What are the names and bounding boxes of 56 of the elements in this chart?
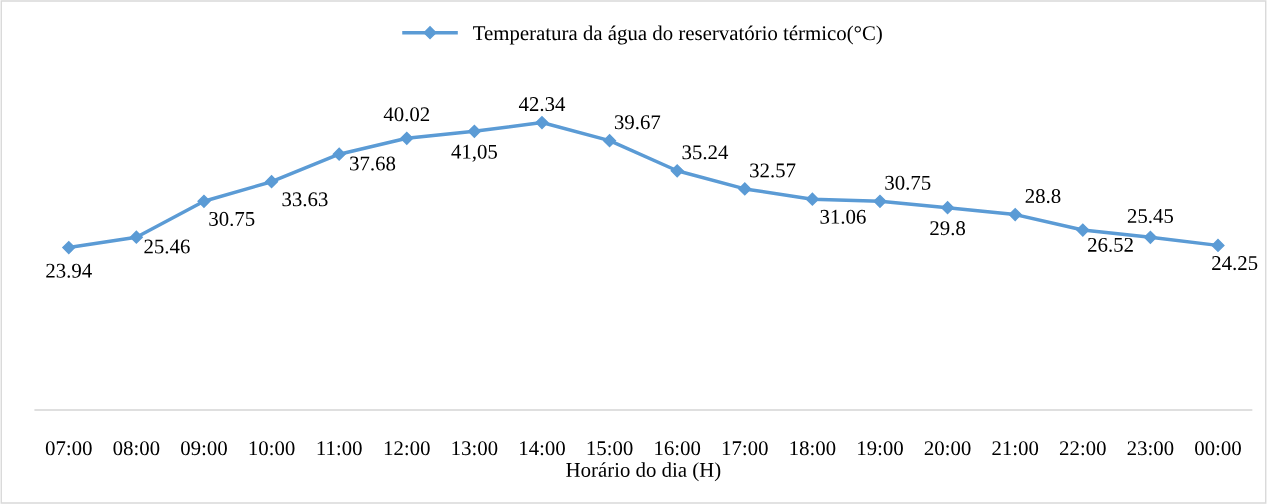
- point: [62, 240, 76, 255]
- x-tick-label: 21:00: [992, 441, 1039, 456]
- data-label: 29.8: [930, 221, 966, 236]
- data-label: 31.06: [820, 209, 866, 224]
- x-tick-label: 13:00: [452, 441, 498, 456]
- x-tick-label: 11:00: [317, 441, 362, 456]
- x-tick-label: 08:00: [113, 441, 160, 456]
- x-tick-label: 23:00: [1127, 441, 1174, 456]
- data-label: 28.8: [1025, 189, 1061, 204]
- data-label: 35.24: [682, 145, 729, 160]
- x-tick-label: 20:00: [924, 441, 971, 456]
- x-tick-label: 09:00: [181, 441, 227, 456]
- data-label: 37.68: [350, 156, 396, 171]
- x-tick-label: 07:00: [45, 441, 92, 456]
- point: [941, 201, 955, 215]
- x-tick-label: 10:00: [249, 441, 295, 456]
- point: [264, 175, 279, 189]
- point: [738, 182, 752, 196]
- point: [1076, 223, 1090, 237]
- point: [1143, 230, 1157, 244]
- point: [602, 134, 617, 148]
- data-label: 39.67: [614, 115, 661, 130]
- data-label: 23.94: [46, 263, 92, 278]
- point: [467, 124, 481, 138]
- x-tick-label: 19:00: [858, 441, 903, 456]
- data-label: 41,05: [451, 144, 497, 162]
- x-axis-title: Horário do dia (H): [566, 462, 721, 482]
- point: [670, 164, 684, 178]
- point: [805, 192, 819, 206]
- point: [1211, 238, 1225, 253]
- data-label: 30.75: [885, 175, 931, 190]
- x-tick-label: 16:00: [655, 441, 701, 456]
- data-label: 25.46: [144, 239, 190, 254]
- data-label: 33.63: [282, 192, 328, 207]
- point: [400, 131, 414, 145]
- point: [1008, 207, 1022, 222]
- x-tick-label: 15:00: [587, 441, 633, 456]
- data-label: 25.45: [1127, 209, 1174, 224]
- point: [535, 115, 549, 130]
- point: [129, 230, 143, 244]
- data-label: 42.34: [518, 97, 566, 112]
- legend-label: Temperatura da água do reservatório térmico(°C): [473, 25, 882, 45]
- point: [873, 194, 887, 208]
- x-tick-label: 12:00: [384, 441, 430, 456]
- x-tick-label: 00:00: [1195, 441, 1241, 456]
- data-label: 40.02: [383, 107, 430, 122]
- data-label: 24.25: [1212, 256, 1258, 271]
- data-label: 30.75: [209, 211, 255, 227]
- x-tick-label: 18:00: [790, 441, 836, 456]
- point: [197, 194, 211, 208]
- point: [332, 147, 346, 161]
- data-label: 26.52: [1088, 237, 1133, 252]
- x-tick-label: 14:00: [520, 441, 565, 456]
- x-tick-label: 17:00: [722, 441, 768, 456]
- x-tick-label: 22:00: [1059, 441, 1106, 456]
- data-label: 32.57: [750, 163, 796, 178]
